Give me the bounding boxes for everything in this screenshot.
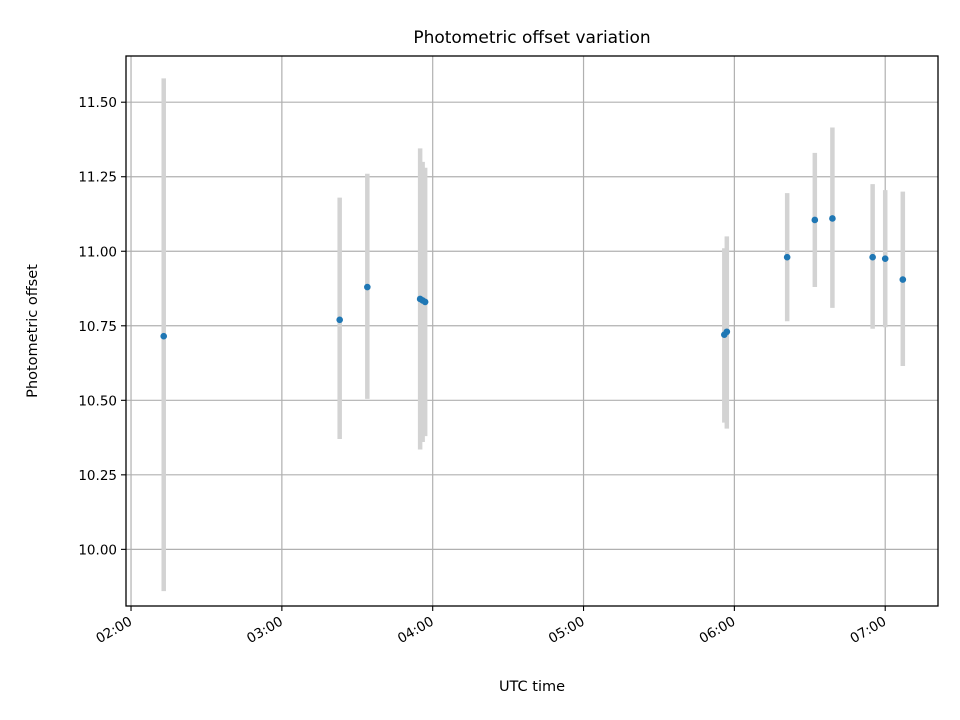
data-point: [364, 283, 371, 291]
data-point: [160, 332, 168, 340]
data-point: [421, 298, 429, 306]
data-points: [160, 215, 907, 340]
y-tick-label: 10.75: [78, 319, 117, 335]
data-point: [881, 255, 889, 263]
data-point: [336, 316, 343, 324]
data-point: [723, 328, 731, 336]
plot-frame: [125, 55, 939, 607]
data-point: [811, 216, 819, 224]
grid: [126, 56, 938, 606]
y-tick-label: 11.50: [78, 95, 117, 111]
data-point: [829, 215, 836, 222]
data-point: [899, 276, 907, 283]
y-tick-label: 10.25: [78, 468, 117, 484]
y-tick-label: 11.00: [78, 244, 117, 260]
x-axis-label: UTC time: [499, 679, 565, 695]
y-tick-label: 11.25: [78, 170, 117, 186]
y-tick-label: 10.50: [78, 393, 117, 409]
y-axis-label: Photometric offset: [25, 264, 41, 398]
y-tick-label: 10.00: [78, 542, 117, 558]
data-point: [869, 253, 876, 261]
data-point: [783, 253, 791, 261]
chart-title: Photometric offset variation: [413, 28, 650, 48]
